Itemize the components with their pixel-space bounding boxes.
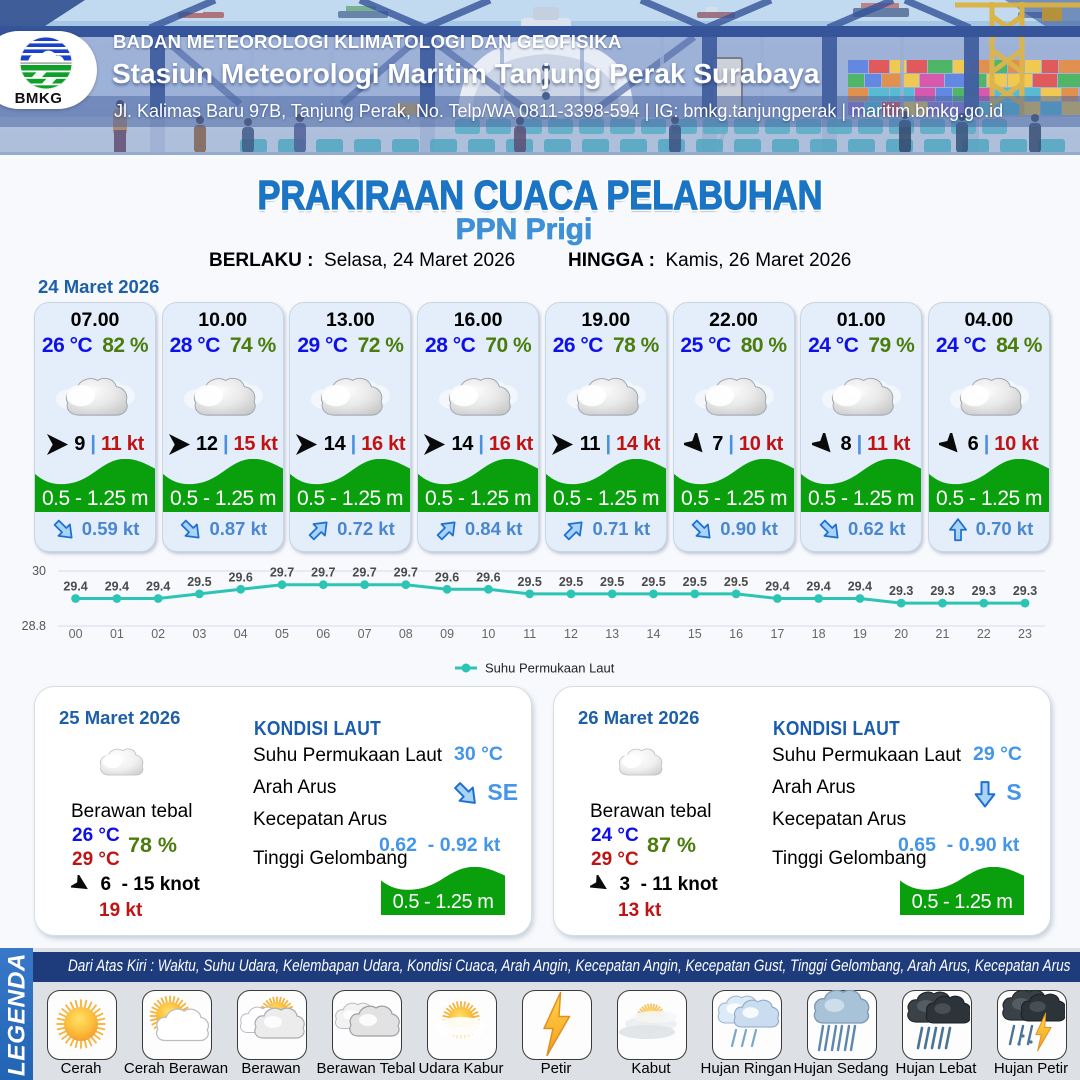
svg-text:22: 22 [977, 627, 991, 641]
svg-text:15: 15 [688, 627, 702, 641]
svg-text:0.5 - 1.25 m: 0.5 - 1.25 m [553, 487, 659, 510]
svg-text:29.5: 29.5 [724, 575, 748, 589]
svg-text:0.5 - 1.25 m: 0.5 - 1.25 m [170, 487, 276, 510]
svg-text:18: 18 [812, 627, 826, 641]
svg-text:29.5: 29.5 [518, 575, 542, 589]
svg-text:29.7: 29.7 [352, 566, 376, 580]
svg-text:06: 06 [316, 627, 330, 641]
svg-text:0.5 - 1.25 m: 0.5 - 1.25 m [912, 891, 1013, 913]
svg-text:0.5 - 1.25 m: 0.5 - 1.25 m [393, 891, 494, 913]
svg-text:21: 21 [936, 627, 950, 641]
svg-text:07: 07 [358, 627, 372, 641]
svg-text:29.5: 29.5 [187, 575, 211, 589]
svg-text:0.5 - 1.25 m: 0.5 - 1.25 m [425, 487, 531, 510]
svg-text:01: 01 [110, 627, 124, 641]
svg-text:29.4: 29.4 [105, 580, 129, 594]
svg-text:17: 17 [770, 627, 784, 641]
svg-text:03: 03 [192, 627, 206, 641]
svg-text:29.6: 29.6 [229, 570, 253, 584]
svg-text:29.3: 29.3 [972, 584, 996, 598]
svg-text:30: 30 [32, 564, 46, 578]
svg-text:11: 11 [523, 627, 536, 641]
svg-text:29.4: 29.4 [63, 580, 87, 594]
svg-text:29.5: 29.5 [683, 575, 707, 589]
svg-text:29.5: 29.5 [600, 575, 624, 589]
svg-text:29.5: 29.5 [559, 575, 583, 589]
svg-text:0.5 - 1.25 m: 0.5 - 1.25 m [42, 487, 148, 510]
svg-text:10: 10 [481, 627, 495, 641]
svg-text:05: 05 [275, 627, 289, 641]
svg-text:29.3: 29.3 [1013, 584, 1037, 598]
svg-text:29.3: 29.3 [930, 584, 954, 598]
svg-text:20: 20 [894, 627, 908, 641]
svg-text:29.4: 29.4 [848, 580, 872, 594]
svg-text:19: 19 [853, 627, 867, 641]
svg-text:00: 00 [69, 627, 83, 641]
svg-text:0.5 - 1.25 m: 0.5 - 1.25 m [808, 487, 914, 510]
svg-text:0.5 - 1.25 m: 0.5 - 1.25 m [936, 487, 1042, 510]
svg-text:13: 13 [605, 627, 619, 641]
svg-text:04: 04 [234, 627, 248, 641]
svg-text:14: 14 [647, 627, 661, 641]
svg-text:29.6: 29.6 [435, 570, 459, 584]
svg-text:29.5: 29.5 [641, 575, 665, 589]
svg-text:29.4: 29.4 [806, 580, 830, 594]
svg-text:09: 09 [440, 627, 454, 641]
svg-text:02: 02 [151, 627, 165, 641]
svg-text:0.5 - 1.25 m: 0.5 - 1.25 m [680, 487, 786, 510]
svg-text:29.7: 29.7 [270, 566, 294, 580]
svg-text:29.3: 29.3 [889, 584, 913, 598]
svg-text:Suhu Permukaan Laut: Suhu Permukaan Laut [485, 661, 615, 676]
svg-text:12: 12 [564, 627, 578, 641]
svg-text:08: 08 [399, 627, 413, 641]
svg-text:29.7: 29.7 [394, 566, 418, 580]
svg-text:29.7: 29.7 [311, 566, 335, 580]
svg-text:28.8: 28.8 [22, 619, 46, 633]
svg-text:16: 16 [729, 627, 743, 641]
svg-text:29.4: 29.4 [146, 580, 170, 594]
svg-text:23: 23 [1018, 627, 1032, 641]
svg-text:0.5 - 1.25 m: 0.5 - 1.25 m [297, 487, 403, 510]
svg-text:29.6: 29.6 [476, 570, 500, 584]
svg-text:29.4: 29.4 [765, 580, 789, 594]
